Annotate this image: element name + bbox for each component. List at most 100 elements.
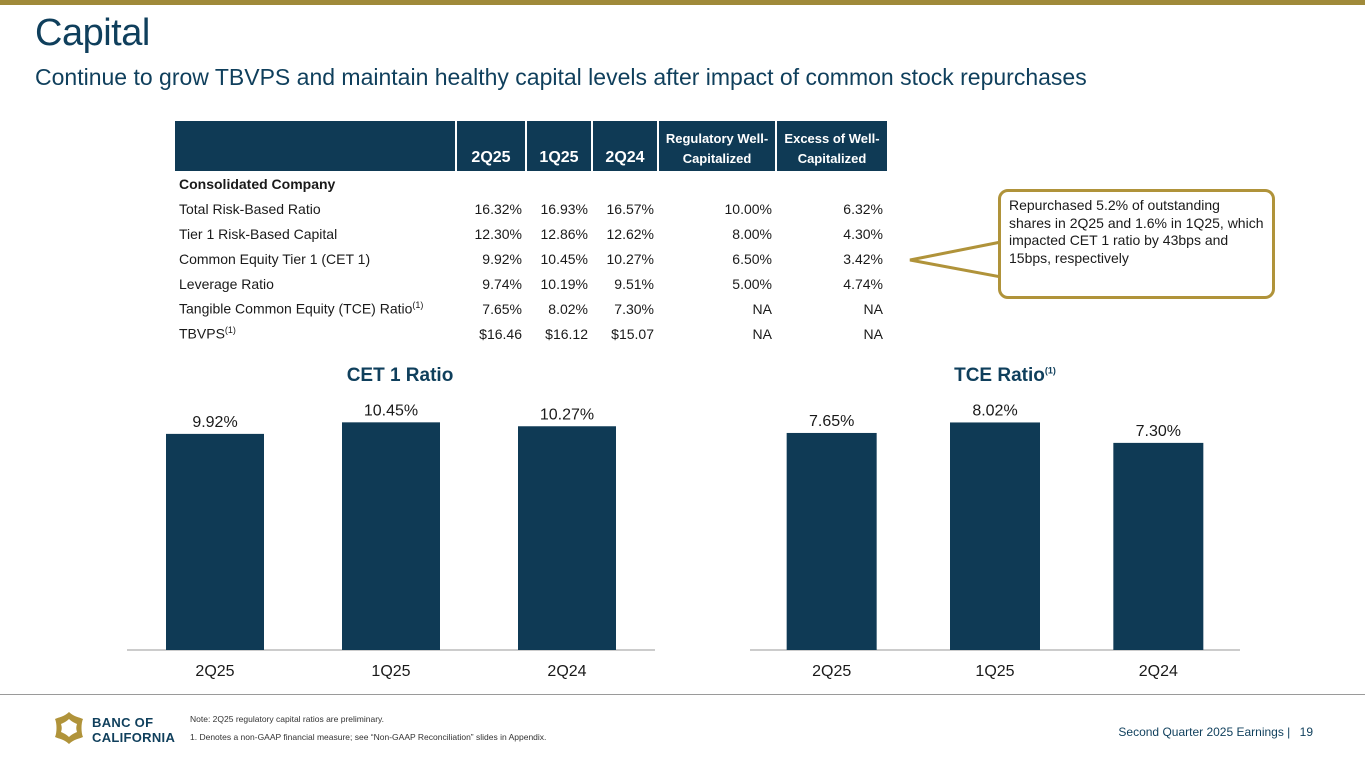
row-label-text: Tangible Common Equity (TCE) Ratio — [179, 300, 413, 317]
x-tick-label: 1Q25 — [975, 663, 1014, 680]
table-cell: 7.30% — [614, 300, 654, 317]
table-cell: 12.62% — [606, 225, 654, 242]
table-cell: 16.32% — [474, 200, 522, 217]
table-cell: 8.00% — [732, 225, 772, 242]
row-label: Tangible Common Equity (TCE) Ratio(1) — [175, 296, 456, 321]
bar-2q24 — [518, 426, 616, 650]
tce-chart-title-text: TCE Ratio — [954, 365, 1045, 386]
row-label-text: Tier 1 Risk-Based Capital — [179, 225, 338, 242]
table-cell: 12.30% — [474, 225, 522, 242]
footer-footnote: 1. Denotes a non-GAAP financial measure;… — [190, 732, 547, 742]
row-label-text: Leverage Ratio — [179, 275, 274, 292]
x-tick-label: 2Q24 — [547, 663, 586, 680]
tce-chart-title: TCE Ratio(1) — [895, 365, 1115, 387]
table-row: Total Risk-Based Ratio 16.32% 16.93% 16.57%… — [175, 196, 887, 221]
table-cell: 6.50% — [732, 250, 772, 267]
table-cell: 8.02% — [548, 300, 588, 317]
table-cell: 16.57% — [606, 200, 654, 217]
page-number: 19 — [1299, 725, 1313, 739]
footer-divider — [0, 694, 1365, 695]
cet1-chart-title-text: CET 1 Ratio — [346, 365, 454, 386]
logo-line-1: BANC OF — [92, 715, 154, 730]
table-row: TBVPS(1) $16.46 $16.12 $15.07 NA NA — [175, 321, 887, 346]
bar-1q25 — [342, 422, 440, 650]
bar-2q25 — [166, 433, 264, 650]
table-row: Tier 1 Risk-Based Capital 12.30% 12.86% 12.… — [175, 221, 887, 246]
table-cell: 16.93% — [540, 200, 588, 217]
bar-2q24 — [1113, 442, 1204, 650]
capital-table: 2Q25 1Q25 2Q24 Regulatory Well-Capitaliz… — [175, 121, 887, 346]
table-cell: $15.07 — [611, 325, 654, 342]
row-label: Tier 1 Risk-Based Capital — [175, 221, 456, 246]
banc-of-california-logo-icon — [55, 712, 83, 744]
table-section-row: Consolidated Company — [175, 171, 887, 196]
callout-pointer — [909, 240, 1003, 279]
x-tick-label: 2Q25 — [195, 663, 234, 680]
column-header: 2Q24 — [591, 121, 658, 171]
section-label: Consolidated Company — [179, 175, 336, 192]
data-label: 8.02% — [972, 402, 1017, 419]
row-label-text: Total Risk-Based Ratio — [179, 200, 321, 217]
column-header: Excess of Well-Capitalized — [775, 121, 887, 171]
table-row: Tangible Common Equity (TCE) Ratio(1) 7.6… — [175, 296, 887, 321]
table-cell: 3.42% — [843, 250, 883, 267]
logo-wordmark: BANC OF CALIFORNIA — [92, 715, 175, 745]
column-header: 2Q25 — [455, 121, 526, 171]
page-title: Capital — [35, 12, 150, 54]
table-cell: 10.27% — [606, 250, 654, 267]
table-row: Common Equity Tier 1 (CET 1) 9.92% 10.45% 1… — [175, 246, 887, 271]
table-cell: 10.19% — [540, 275, 588, 292]
row-label: Total Risk-Based Ratio — [175, 196, 456, 221]
cet1-chart-title: CET 1 Ratio — [290, 365, 510, 387]
table-cell: $16.46 — [479, 325, 522, 342]
bar-1q25 — [950, 422, 1040, 650]
data-label: 9.92% — [192, 414, 237, 431]
table-cell: $16.12 — [545, 325, 588, 342]
footer-note: Note: 2Q25 regulatory capital ratios are… — [190, 714, 385, 724]
row-label: Leverage Ratio — [175, 271, 456, 296]
tce-ratio-chart: 7.65% 2Q25 8.02% 1Q25 7.30% 2Q24 — [750, 402, 1240, 680]
table-cell: 9.51% — [614, 275, 654, 292]
row-label: TBVPS(1) — [175, 321, 456, 346]
column-header: 1Q25 — [525, 121, 592, 171]
table-cell: 9.92% — [482, 250, 522, 267]
bar-2q25 — [786, 432, 877, 650]
table-cell: 12.86% — [540, 225, 588, 242]
table-cell: NA — [752, 325, 772, 342]
table-cell: 10.45% — [540, 250, 588, 267]
table-cell: 4.74% — [843, 275, 883, 292]
table-cell: 5.00% — [732, 275, 772, 292]
table-header-row: 2Q25 1Q25 2Q24 Regulatory Well-Capitaliz… — [175, 121, 887, 171]
tce-chart-title-sup: (1) — [1044, 365, 1056, 376]
page-subtitle: Continue to grow TBVPS and maintain heal… — [35, 64, 1087, 90]
cet1-ratio-chart: 9.92% 2Q25 10.45% 1Q25 10.27% 2Q24 — [127, 402, 655, 680]
data-label: 7.30% — [1136, 423, 1181, 440]
x-tick-label: 1Q25 — [371, 663, 410, 680]
page-footer: Second Quarter 2025 Earnings | 19 — [1118, 725, 1313, 739]
table-cell: NA — [863, 325, 883, 342]
x-tick-label: 2Q24 — [1139, 663, 1178, 680]
row-label-text: TBVPS — [179, 325, 225, 342]
table-cell: 9.74% — [482, 275, 522, 292]
data-label: 10.45% — [364, 402, 418, 419]
row-label-footnote: (1) — [412, 300, 424, 311]
table-cell: 7.65% — [482, 300, 522, 317]
row-label-footnote: (1) — [224, 325, 236, 336]
table-header-blank — [175, 121, 456, 171]
table-cell: NA — [752, 300, 772, 317]
table-cell: 4.30% — [843, 225, 883, 242]
top-accent-bar — [0, 0, 1365, 5]
data-label: 7.65% — [809, 413, 854, 430]
logo-line-2: CALIFORNIA — [92, 730, 176, 745]
table-cell: NA — [863, 300, 883, 317]
callout-box: Repurchased 5.2% of outstanding shares i… — [998, 189, 1275, 299]
row-label: Common Equity Tier 1 (CET 1) — [175, 246, 456, 271]
table-cell: 10.00% — [724, 200, 772, 217]
data-label: 10.27% — [540, 406, 594, 423]
x-tick-label: 2Q25 — [812, 663, 851, 680]
page-footer-label: Second Quarter 2025 Earnings | — [1118, 725, 1291, 739]
row-label-text: Common Equity Tier 1 (CET 1) — [179, 250, 371, 267]
table-row: Leverage Ratio 9.74% 10.19% 9.51% 5.00% 4.74% — [175, 271, 887, 296]
table-cell: 6.32% — [843, 200, 883, 217]
column-header: Regulatory Well-Capitalized — [657, 121, 776, 171]
